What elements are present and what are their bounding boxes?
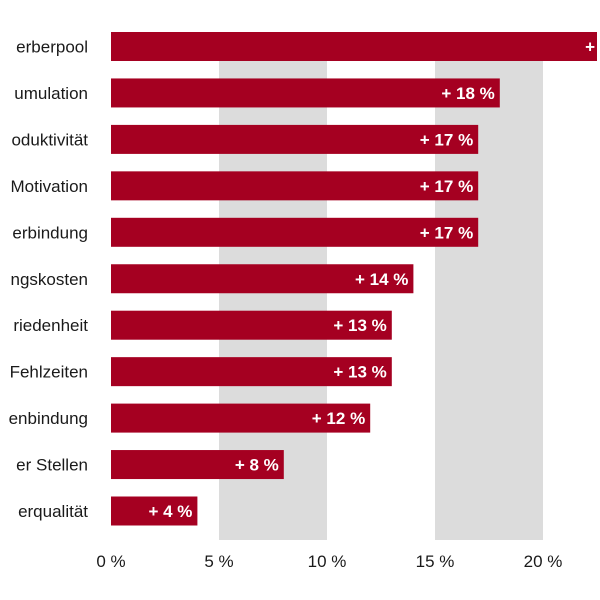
category-label: erqualität: [18, 502, 88, 521]
bars: [111, 32, 597, 526]
x-axis-ticks: 0 % 5 % 10 % 15 % 20 %: [96, 552, 562, 571]
data-label: + 13 %: [333, 363, 386, 382]
x-tick-label: 10 %: [308, 552, 347, 571]
category-label: riedenheit: [13, 316, 88, 335]
x-tick-label: 5 %: [204, 552, 233, 571]
data-label: + 12 %: [312, 409, 365, 428]
bar: [111, 32, 597, 61]
bar: [111, 124, 479, 154]
bar: [111, 310, 392, 340]
category-label: Motivation: [11, 177, 88, 196]
background-band: [435, 32, 543, 540]
bar: [111, 171, 479, 201]
category-label: erberpool: [16, 38, 88, 57]
bar: [111, 78, 500, 108]
data-label: + 14 %: [355, 270, 408, 289]
x-tick-label: 15 %: [416, 552, 455, 571]
category-label: oduktivität: [11, 130, 88, 149]
x-tick-label: 0 %: [96, 552, 125, 571]
category-label: umulation: [14, 84, 88, 103]
category-labels: erberpool umulation oduktivität Motivation e…: [9, 38, 89, 522]
data-label: + 13 %: [333, 316, 386, 335]
bar: [111, 217, 479, 247]
x-tick-label: 20 %: [524, 552, 563, 571]
category-label: erbindung: [12, 223, 88, 242]
data-label: +: [585, 38, 595, 57]
data-label: + 18 %: [441, 84, 494, 103]
category-label: enbindung: [9, 409, 88, 428]
category-label: er Stellen: [16, 456, 88, 475]
data-label: + 17 %: [420, 223, 473, 242]
category-label: Fehlzeiten: [10, 363, 88, 382]
data-label: + 17 %: [420, 130, 473, 149]
category-label: ngskosten: [11, 270, 89, 289]
bar: [111, 403, 371, 433]
data-label: + 8 %: [235, 456, 279, 475]
bar: [111, 496, 198, 526]
bar: [111, 357, 392, 387]
data-label: + 4 %: [148, 502, 192, 521]
data-label: + 17 %: [420, 177, 473, 196]
bar: [111, 450, 284, 480]
bar: [111, 264, 414, 294]
value-labels: + + 18 % + 17 % + 17 % + 17 % + 14 % + 13 % + 1…: [148, 38, 595, 522]
